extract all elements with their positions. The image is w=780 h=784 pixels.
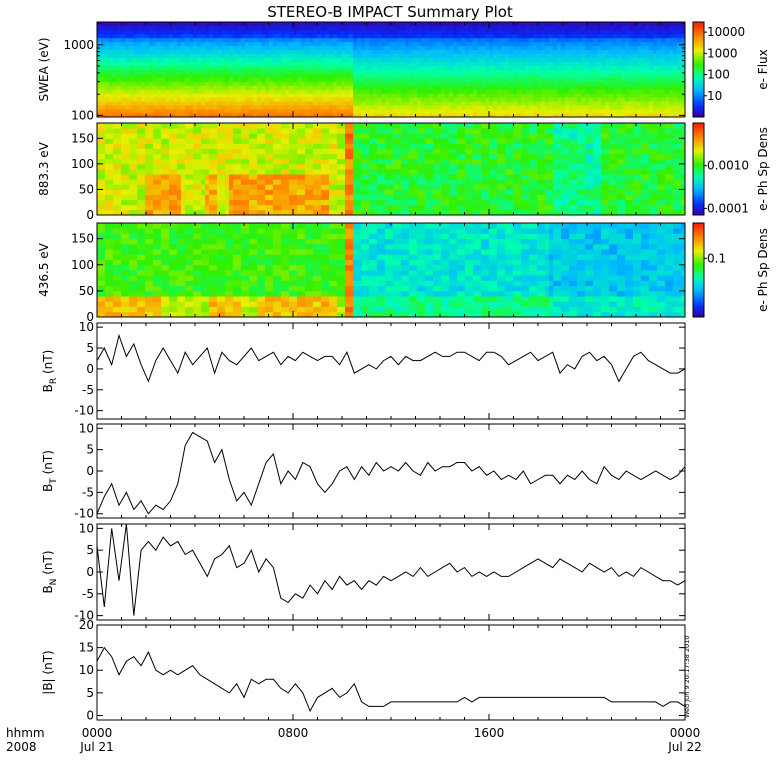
y-tick-label: 10 xyxy=(79,521,94,535)
y-tick-label: -5 xyxy=(82,383,94,397)
y-tick-label: 50 xyxy=(79,182,94,196)
line-panel-bt: 10 5 0 -5 -10 BT (nT) xyxy=(41,421,685,520)
line-panel-bmag: 20 15 10 5 0 |B| (nT) xyxy=(41,618,685,722)
colorbar-tick-label: 0.0010 xyxy=(707,159,749,173)
y-axis-label: 436.5 eV xyxy=(37,242,51,297)
y-tick-label: 150 xyxy=(71,232,94,246)
y-tick-label: 0 xyxy=(86,362,94,376)
y-axis-label: BT (nT) xyxy=(41,450,59,492)
y-tick-label: 15 xyxy=(79,641,94,655)
y-tick-label: 10 xyxy=(79,421,94,435)
y-tick-label: 5 xyxy=(86,341,94,355)
spectrogram-cells-pad436 xyxy=(97,223,685,317)
line-frame-bn xyxy=(97,524,685,620)
y-axis-label: |B| (nT) xyxy=(41,650,55,694)
colorbar-tick-label: 0.1 xyxy=(707,251,726,265)
y-tick-label: 20 xyxy=(79,618,94,632)
y-tick-label: 5 xyxy=(86,443,94,457)
y-tick-label: 1000 xyxy=(63,38,94,52)
colorbar-pad436 xyxy=(693,223,704,317)
y-tick-label: 100 xyxy=(71,258,94,272)
y-axis-label: BR (nT) xyxy=(41,350,59,393)
line-frame-bmag xyxy=(97,625,685,720)
x-date-label: Jul 22 xyxy=(667,740,702,754)
y-tick-label: 5 xyxy=(86,686,94,700)
colorbar-tick-label: 1000 xyxy=(707,46,738,60)
colorbar-tick-label: 100 xyxy=(707,68,730,82)
timestamp: Wed Jun 9 20:17:38 2010 xyxy=(683,636,691,718)
y-tick-label: 5 xyxy=(86,543,94,557)
y-tick-label: 0 xyxy=(86,565,94,579)
x-date-label: Jul 21 xyxy=(79,740,114,754)
y-tick-label: 100 xyxy=(71,108,94,122)
line-frame-bt xyxy=(97,424,685,518)
y-tick-label: -10 xyxy=(74,404,94,418)
y-tick-label: 0 xyxy=(86,708,94,722)
colorbar-label: e- Ph Sp Dens xyxy=(756,127,770,211)
y-axis-label: 883.3 eV xyxy=(37,141,51,196)
spectrogram-cells-swea xyxy=(97,22,685,117)
x-tick-label: 0000 xyxy=(82,726,113,740)
colorbar-tick-label: 0.0001 xyxy=(707,201,749,215)
colorbar-tick-label: 10 xyxy=(707,89,722,103)
colorbar-swea xyxy=(693,22,704,117)
y-tick-label: -5 xyxy=(82,485,94,499)
line-frame-br xyxy=(97,323,685,419)
line-panel-br: 10 5 0 -5 -10 BR (nT) xyxy=(41,320,685,419)
y-tick-label: 0 xyxy=(86,208,94,222)
y-tick-label: 150 xyxy=(71,131,94,145)
y-tick-label: -10 xyxy=(74,507,94,521)
x-tick-label: 0800 xyxy=(278,726,309,740)
y-axis-label: BN (nT) xyxy=(41,550,59,593)
y-tick-label: 100 xyxy=(71,157,94,171)
spectrogram-panel-pad883: 150 100 50 0 883.3 eV 0.0010 0.0001 e- Ph Sp De… xyxy=(37,123,770,222)
y-tick-label: 0 xyxy=(86,464,94,478)
y-tick-label: 50 xyxy=(79,284,94,298)
x-tick-label: 1600 xyxy=(474,726,505,740)
colorbar-pad883 xyxy=(693,123,704,215)
y-tick-label: 10 xyxy=(79,663,94,677)
x-tick-label: 0000 xyxy=(670,726,701,740)
y-tick-label: 10 xyxy=(79,320,94,334)
x-corner-label-time: hhmm xyxy=(6,726,45,740)
y-tick-label: -5 xyxy=(82,587,94,601)
x-corner-label-year: 2008 xyxy=(6,740,37,754)
colorbar-tick-label: 10000 xyxy=(707,25,745,39)
spectrogram-panel-swea: 1000 100 SWEA (eV) 10000 1000 100 10 e- Flux xyxy=(37,22,770,122)
chart-title: STEREO-B IMPACT Summary Plot xyxy=(267,3,513,21)
colorbar-label: e- Flux xyxy=(756,49,770,89)
y-axis-label: SWEA (eV) xyxy=(37,37,51,101)
colorbar-label: e- Ph Sp Dens xyxy=(756,228,770,312)
spectrogram-cells-pad883 xyxy=(97,123,685,215)
